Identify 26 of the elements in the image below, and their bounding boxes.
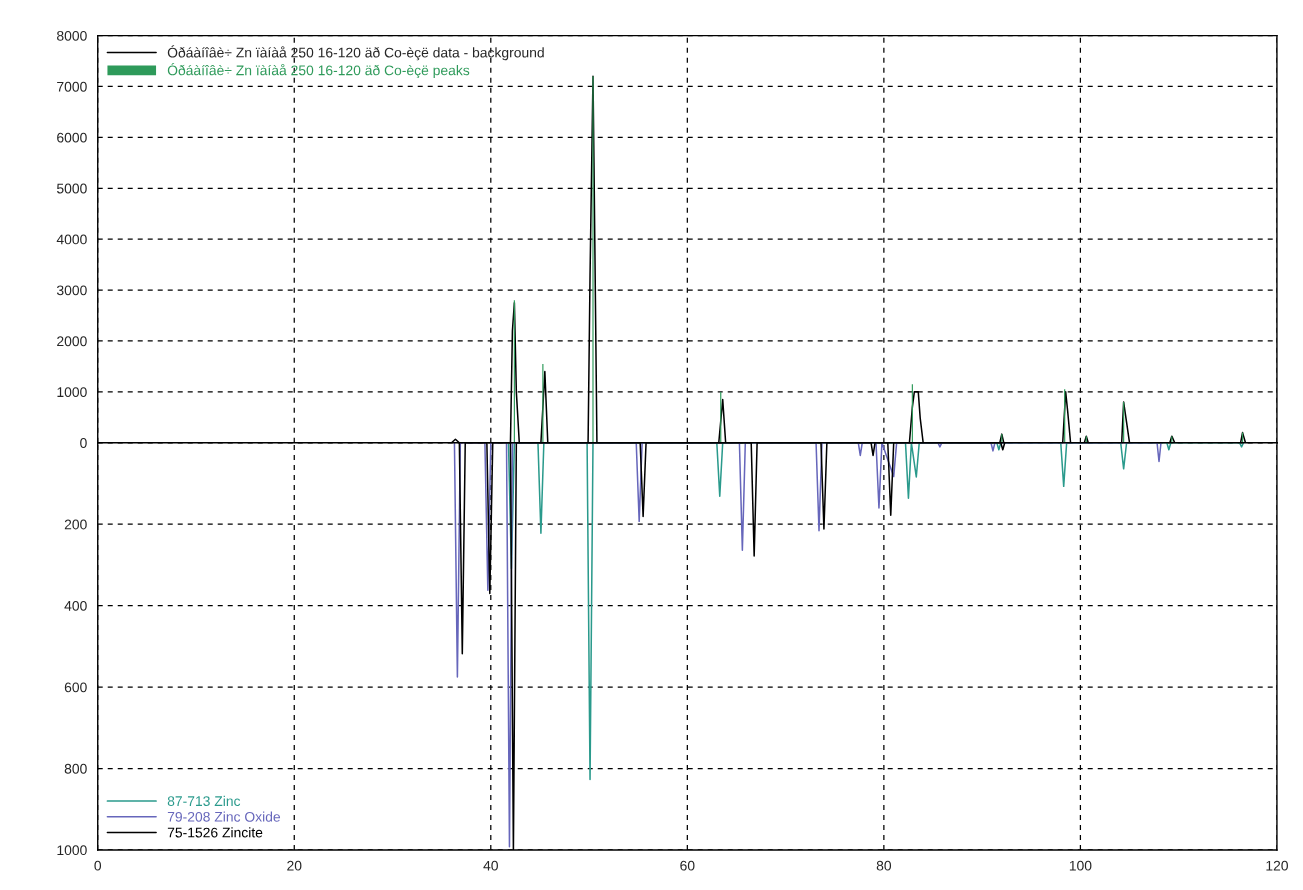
x-tick-label: 20 [287, 860, 302, 871]
y-tick-label: 5000 [56, 183, 87, 194]
y-tick-label: 7000 [57, 81, 87, 92]
x-tick-label: 60 [680, 860, 695, 871]
x-tick-label: 80 [876, 860, 892, 871]
y-tick-label: 400 [64, 600, 87, 611]
x-tick-label: 120 [1266, 860, 1288, 871]
y-tick-label: 1000 [57, 845, 87, 856]
x-tick-label: 40 [483, 860, 498, 871]
x-tick-label: 100 [1069, 860, 1092, 871]
legend-label: Óðáàíîâè÷ Zn ïàíàå 250 16-120 äð Co-èçë peaks [167, 63, 470, 79]
legend-label: 75-1526 Zincite [167, 827, 263, 838]
legend-label: 87-713 Zinc [167, 795, 241, 807]
y-tick-label: 200 [64, 519, 87, 530]
y-tick-label: 4000 [56, 234, 87, 245]
legend-label: 79-208 Zinc Oxide [167, 811, 281, 822]
y-tick-label: 6000 [57, 132, 87, 143]
x-tick-label: 0 [94, 860, 102, 871]
y-tick-label: 2000 [57, 336, 87, 347]
y-tick-label: 800 [64, 763, 87, 774]
y-tick-label: 600 [64, 682, 87, 693]
y-tick-label: 1000 [57, 387, 87, 398]
y-tick-label: 0 [80, 438, 87, 448]
y-tick-label: 3000 [56, 285, 87, 296]
legend-label: Óðáàíîâè÷ Zn ïàíàå 250 16-120 äð Co-èçë data - background [167, 45, 544, 61]
y-tick-label: 8000 [57, 30, 87, 41]
